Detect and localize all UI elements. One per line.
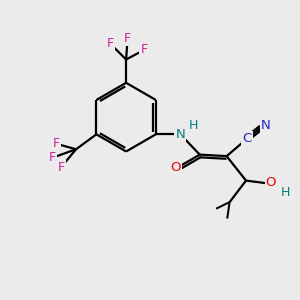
Text: H: H — [189, 119, 199, 133]
Text: H: H — [280, 186, 290, 199]
Text: O: O — [266, 176, 276, 189]
Text: F: F — [124, 32, 131, 44]
Text: F: F — [58, 161, 65, 174]
Text: F: F — [49, 151, 56, 164]
Text: F: F — [140, 44, 148, 56]
Text: N: N — [176, 128, 185, 141]
Text: F: F — [53, 137, 60, 150]
Text: F: F — [107, 38, 114, 50]
Text: N: N — [261, 118, 270, 132]
Text: O: O — [171, 161, 181, 174]
Text: C: C — [242, 132, 252, 145]
